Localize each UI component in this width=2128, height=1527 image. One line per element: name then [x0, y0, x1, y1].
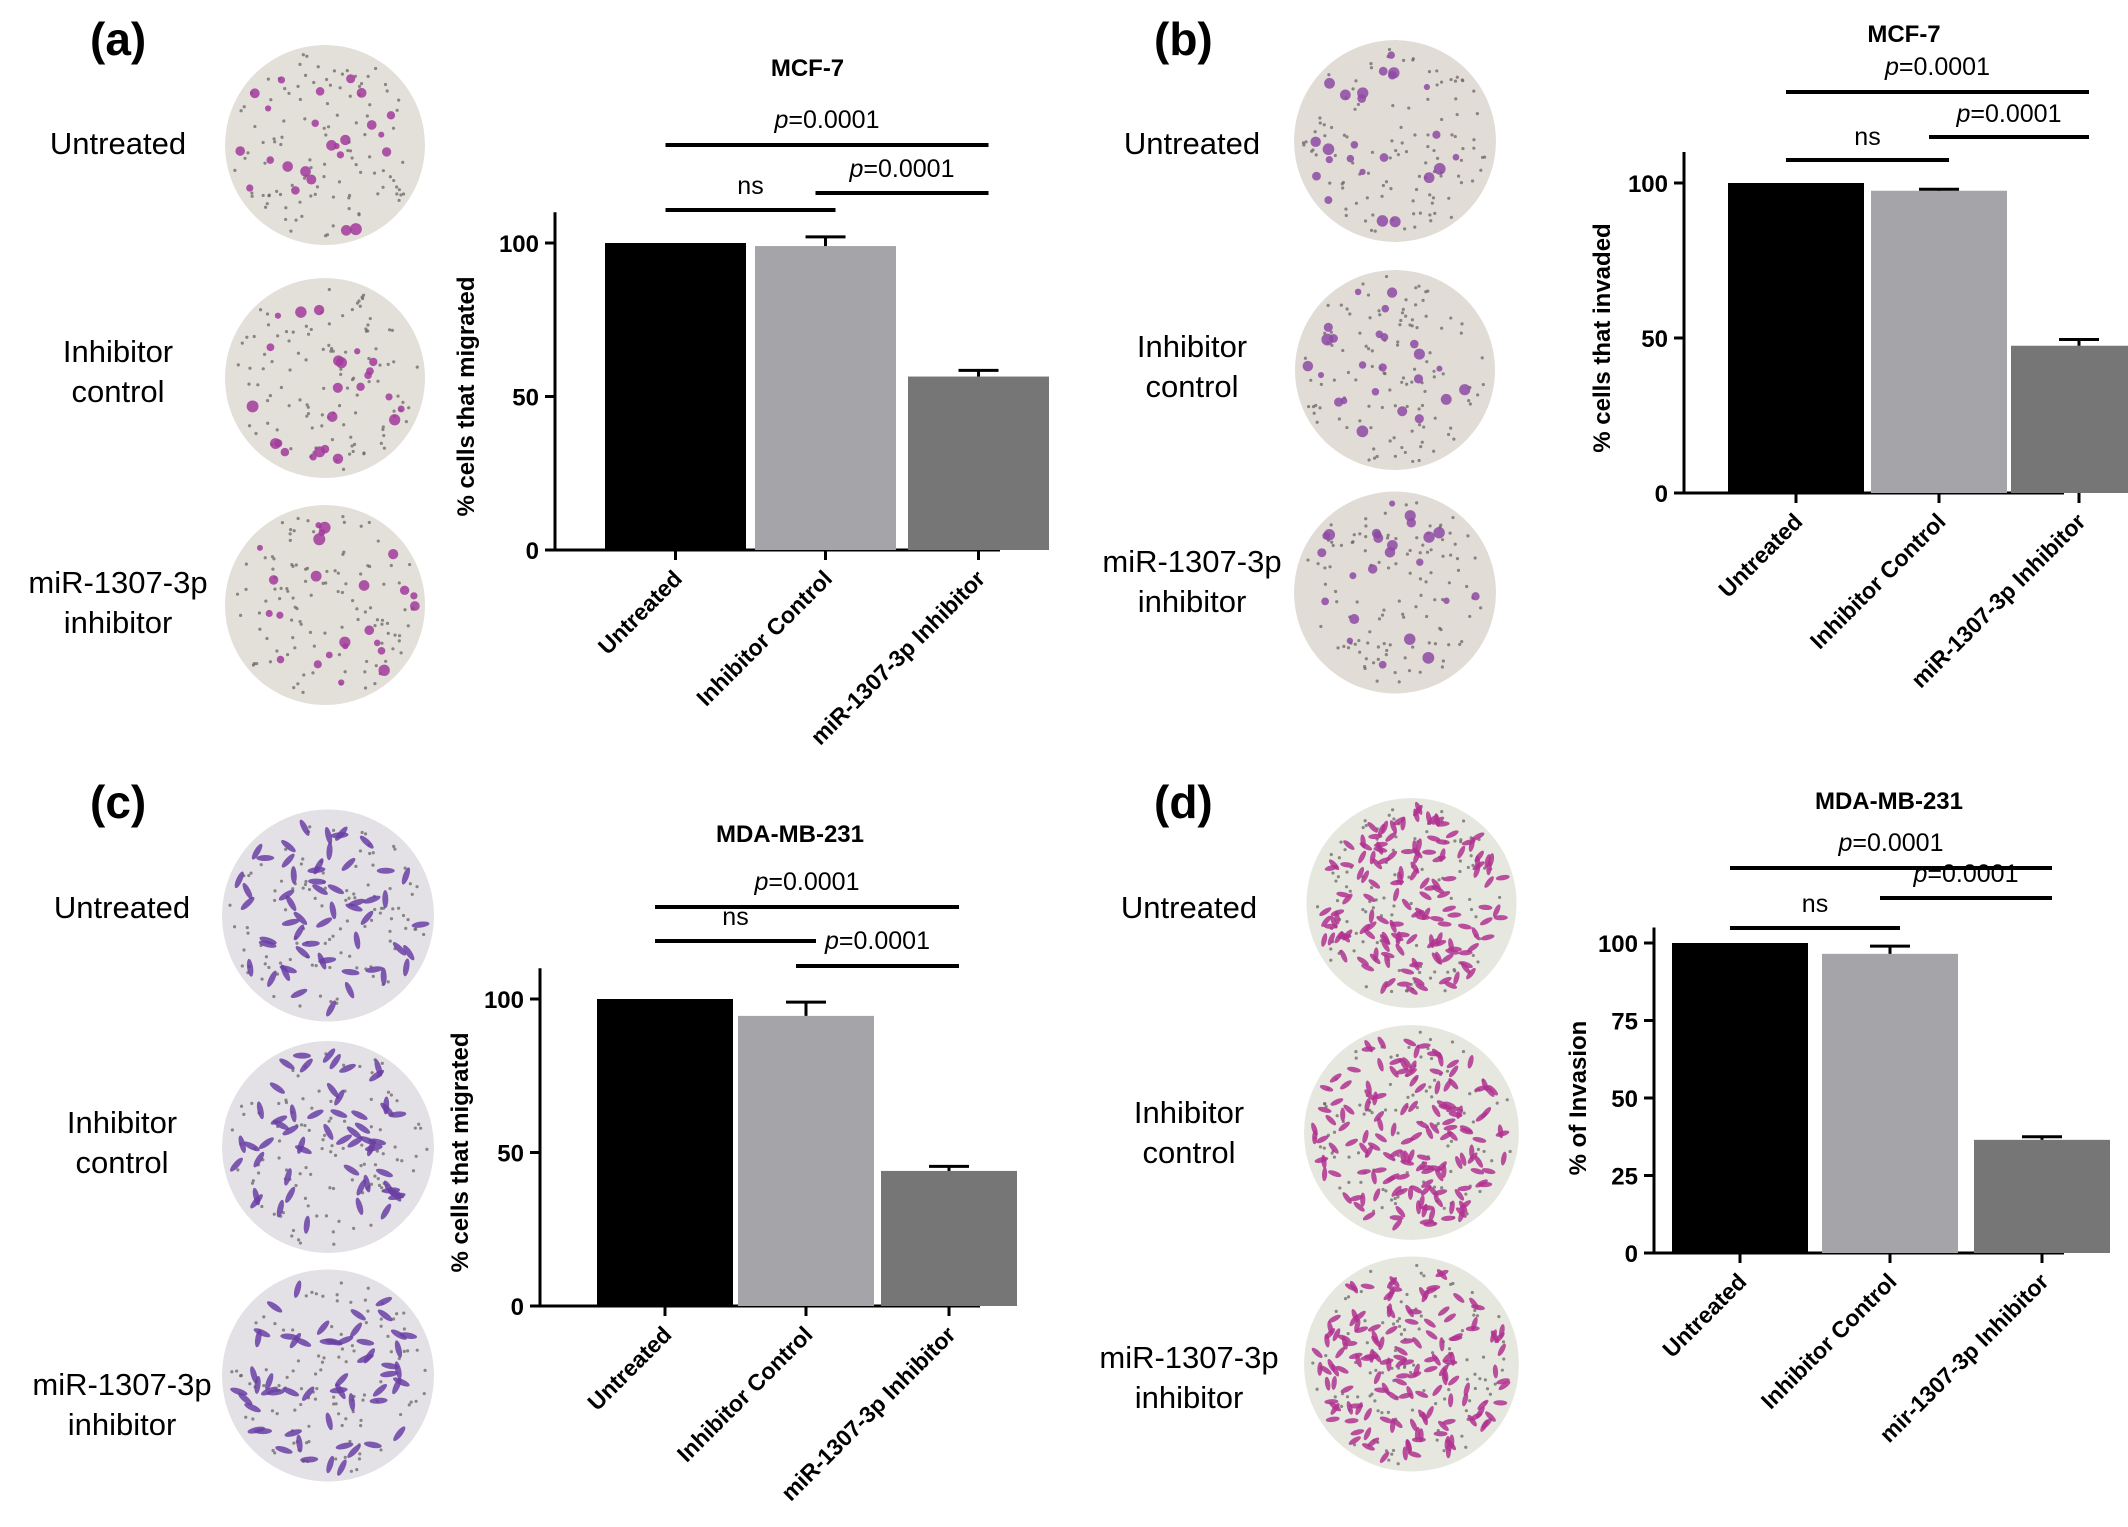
- y-tick-label: 0: [511, 1294, 524, 1321]
- panel-d: (d) Untreated Inhibitor control miR-1307…: [1064, 763, 2128, 1526]
- significance-label: p=0.0001: [1838, 829, 1944, 857]
- y-axis-label: % cells that migrated: [447, 1032, 474, 1272]
- bar: [597, 999, 733, 1306]
- chart-title: MDA-MB-231: [716, 821, 864, 848]
- panel-b: (b) Untreated Inhibitor control miR-1307…: [1064, 0, 2128, 763]
- row-label-mir-inhibitor: miR-1307-3p inhibitor: [28, 565, 208, 640]
- significance-label: ns: [1802, 890, 1828, 918]
- row-label-mir-inhibitor: miR-1307-3p inhibitor: [32, 1367, 212, 1442]
- row-label-inhibitor-control: Inhibitor control: [1136, 329, 1248, 404]
- significance-label: p=0.0001: [754, 868, 860, 896]
- y-tick-label: 50: [1641, 326, 1668, 353]
- x-tick-label: miR-1307-3p Inhibitor: [805, 565, 990, 750]
- well-image-mir-inhibitor: [222, 1268, 434, 1483]
- row-label-mir-inhibitor: miR-1307-3p inhibitor: [1102, 544, 1282, 619]
- significance-label: p=0.0001: [824, 927, 930, 955]
- x-tick-label: Inhibitor Control: [1805, 508, 1951, 654]
- bar: [1728, 183, 1864, 493]
- well-image-inhibitor-control: [1304, 1025, 1519, 1240]
- well-image-untreated: [1294, 40, 1496, 242]
- y-tick-label: 100: [484, 987, 524, 1014]
- chart-title: MCF-7: [1867, 21, 1940, 48]
- x-tick-label: Untreated: [582, 1321, 676, 1415]
- row-label-untreated: Untreated: [49, 126, 187, 161]
- x-tick-label: Inhibitor Control: [691, 565, 837, 711]
- x-tick-label: Untreated: [593, 565, 687, 659]
- y-axis-label: % cells that migrated: [453, 276, 480, 516]
- well-image-inhibitor-control: [224, 278, 426, 478]
- y-tick-label: 0: [1625, 1241, 1638, 1268]
- significance-label: ns: [1854, 123, 1880, 151]
- bar: [738, 1015, 874, 1306]
- well-image-mir-inhibitor: [224, 505, 426, 705]
- well-image-mir-inhibitor: [1294, 490, 1496, 695]
- bar-chart-mdamb231-migration: MDA-MB-231 % cells that migrated 0 50 100 Unt…: [447, 821, 1017, 1506]
- well-image-untreated: [225, 45, 425, 245]
- y-tick-label: 75: [1611, 1009, 1638, 1036]
- bar: [2011, 345, 2128, 493]
- y-tick-label: 50: [497, 1141, 524, 1168]
- y-tick-label: 50: [1611, 1086, 1638, 1113]
- y-tick-label: 100: [1598, 931, 1638, 958]
- y-tick-label: 100: [1628, 171, 1668, 198]
- well-image-inhibitor-control: [1294, 270, 1496, 470]
- row-label-untreated: Untreated: [1120, 890, 1258, 925]
- significance-label: ns: [737, 172, 763, 200]
- panel-c: (c) Untreated Inhibitor control miR-1307…: [0, 763, 1064, 1526]
- y-tick-label: 25: [1611, 1164, 1638, 1191]
- well-image-untreated: [222, 808, 434, 1023]
- panel-letter: (a): [90, 13, 147, 65]
- row-label-inhibitor-control: Inhibitor control: [62, 334, 174, 409]
- bar: [908, 376, 1049, 550]
- panel-letter: (b): [1154, 13, 1213, 65]
- significance-label: p=0.0001: [1956, 100, 2062, 128]
- chart-title: MCF-7: [771, 55, 844, 82]
- bar: [1974, 1139, 2110, 1253]
- bar: [1871, 190, 2007, 493]
- bar-chart-mcf7-invasion: MCF-7 % cells that invaded 0 50 100 Untreated…: [1589, 21, 2128, 693]
- row-label-mir-inhibitor: miR-1307-3p inhibitor: [1099, 1340, 1279, 1415]
- x-tick-label: Untreated: [1713, 508, 1807, 602]
- y-tick-label: 0: [1655, 481, 1668, 508]
- row-label-untreated: Untreated: [1123, 126, 1261, 161]
- row-label-inhibitor-control: Inhibitor control: [1133, 1095, 1245, 1170]
- bar: [755, 246, 896, 550]
- chart-title: MDA-MB-231: [1815, 788, 1963, 815]
- y-tick-label: 0: [526, 538, 539, 565]
- x-tick-label: Inhibitor Control: [672, 1321, 818, 1467]
- panel-a: (a) Untreated Inhibitor control miR-1307…: [0, 0, 1064, 763]
- bar-chart-mdamb231-invasion: MDA-MB-231 % of Invasion 0 25 50 75 100 Untreat…: [1565, 788, 2110, 1447]
- bar: [1672, 943, 1808, 1253]
- significance-label: p=0.0001: [774, 106, 880, 134]
- y-axis-label: % of Invasion: [1565, 1021, 1592, 1176]
- bar: [1822, 953, 1958, 1253]
- bar: [605, 243, 746, 550]
- y-tick-label: 100: [499, 231, 539, 258]
- bar: [881, 1170, 1017, 1306]
- significance-label: p=0.0001: [1884, 53, 1990, 81]
- x-tick-label: Untreated: [1657, 1268, 1751, 1362]
- x-tick-label: Inhibitor Control: [1756, 1268, 1902, 1414]
- row-label-inhibitor-control: Inhibitor control: [66, 1105, 178, 1180]
- significance-label: p=0.0001: [1913, 860, 2019, 888]
- panel-letter: (c): [90, 776, 147, 828]
- row-label-untreated: Untreated: [53, 890, 191, 925]
- x-tick-label: mir-1307-3p Inhibitor: [1874, 1268, 2053, 1447]
- y-tick-label: 50: [512, 385, 539, 412]
- well-image-inhibitor-control: [222, 1041, 434, 1253]
- panel-letter: (d): [1154, 776, 1213, 828]
- y-axis-label: % cells that invaded: [1589, 223, 1616, 452]
- significance-label: p=0.0001: [849, 155, 955, 183]
- well-image-mir-inhibitor: [1304, 1253, 1519, 1475]
- well-image-untreated: [1304, 798, 1519, 1008]
- bar-chart-mcf7-migration: MCF-7 % cells that migrated 0 50 100 Untreate…: [453, 55, 1049, 750]
